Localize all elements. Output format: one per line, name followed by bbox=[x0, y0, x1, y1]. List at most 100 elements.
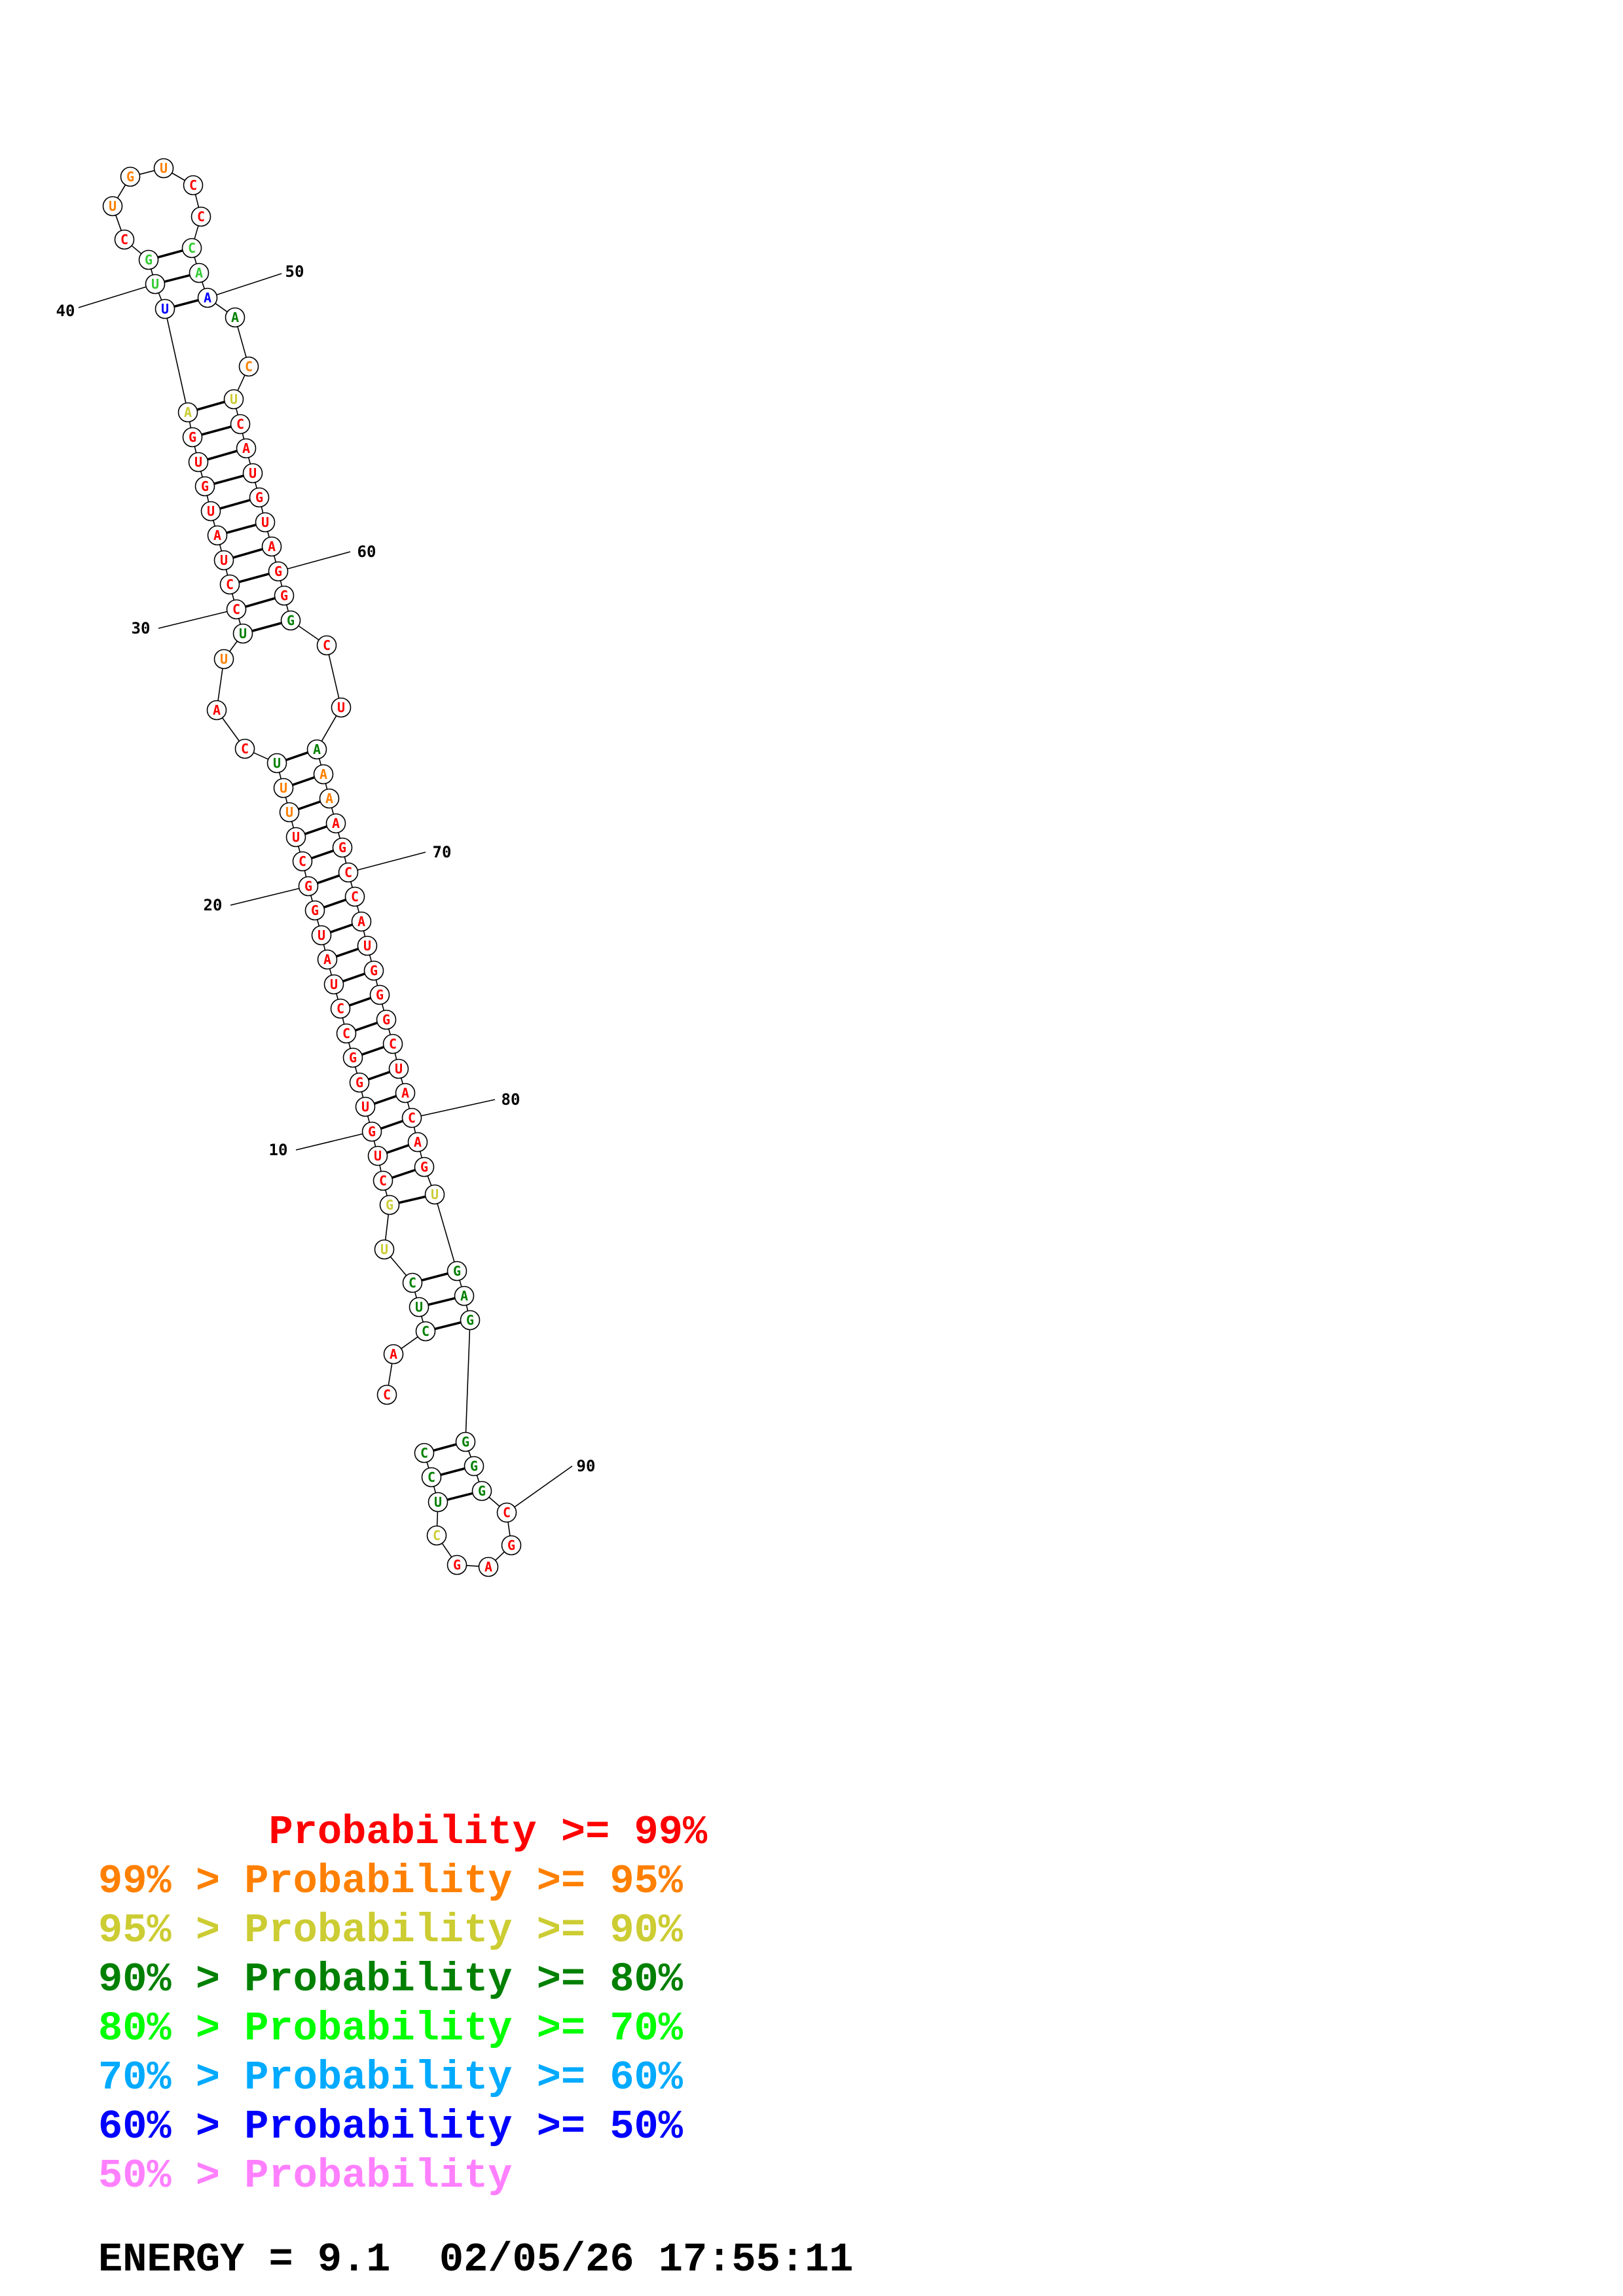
nucleotide-circle bbox=[374, 1239, 395, 1260]
nucleotide-circle bbox=[336, 1023, 357, 1044]
nucleotide-circle bbox=[213, 550, 234, 571]
backbone-link bbox=[201, 281, 206, 289]
timestamp: 02/05/26 17:55:11 bbox=[439, 2236, 854, 2283]
backbone-link bbox=[421, 1316, 424, 1323]
nucleotide: G bbox=[268, 561, 289, 582]
base-pair-bond bbox=[330, 924, 353, 933]
nucleotide-circle bbox=[464, 1456, 484, 1477]
base-pair-bond bbox=[447, 1492, 473, 1501]
nucleotide-base: C bbox=[245, 359, 253, 374]
nucleotide: G bbox=[182, 427, 203, 448]
nucleotide-circle bbox=[225, 307, 246, 328]
nucleotide: A bbox=[236, 438, 257, 459]
backbone-link bbox=[242, 433, 245, 440]
nucleotide: C bbox=[191, 206, 211, 227]
energy-footer: ENERGY = 9.1 02/05/26 17:55:11 bbox=[98, 2235, 853, 2284]
nucleotide: A bbox=[454, 1285, 475, 1306]
nucleotide-base: A bbox=[325, 791, 333, 806]
nucleotide-base: U bbox=[220, 651, 228, 667]
nucleotide-circle bbox=[255, 512, 276, 533]
nucleotide-circle bbox=[325, 813, 346, 834]
nucleotide-circle bbox=[402, 1272, 423, 1293]
nucleotide-circle bbox=[206, 700, 227, 721]
nucleotide: U bbox=[357, 935, 378, 956]
nucleotide-base: C bbox=[408, 1110, 416, 1126]
base-pair-bond bbox=[201, 425, 232, 436]
nucleotide-circle bbox=[273, 778, 294, 798]
backbone-link bbox=[338, 832, 340, 839]
nucleotide: C bbox=[338, 862, 359, 883]
nucleotide-base: C bbox=[344, 865, 352, 880]
nucleotide: C bbox=[292, 851, 313, 872]
nucleotide: C bbox=[226, 599, 247, 620]
nucleotide-base: A bbox=[313, 742, 321, 757]
nucleotide: A bbox=[206, 700, 227, 721]
nucleotide-base: C bbox=[337, 1001, 344, 1016]
legend-label: Probability >= 70% bbox=[244, 2005, 683, 2052]
nucleotide: C bbox=[426, 1525, 447, 1546]
nucleotide-base: G bbox=[453, 1557, 461, 1573]
nucleotide: C bbox=[181, 238, 202, 259]
nucleotide-circle bbox=[501, 1535, 522, 1556]
backbone-link bbox=[221, 717, 240, 742]
nucleotide-circle bbox=[428, 1492, 448, 1513]
backbone-link bbox=[369, 954, 373, 962]
nucleotide-base: G bbox=[287, 613, 295, 628]
nucleotide-circle bbox=[183, 175, 204, 196]
backbone-link bbox=[459, 1280, 462, 1287]
nucleotide-base: G bbox=[304, 878, 312, 894]
legend-row: 90% > Probability >= 80% bbox=[98, 1955, 707, 2004]
backbone-link bbox=[495, 1551, 505, 1561]
nucleotide-base: A bbox=[319, 766, 327, 782]
base-pair-bond bbox=[285, 751, 308, 761]
nucleotide-circle bbox=[342, 1047, 363, 1068]
nucleotide: C bbox=[373, 1170, 393, 1191]
base-pair-bond bbox=[428, 1297, 456, 1306]
nucleotide-base: G bbox=[274, 564, 282, 579]
backbone-link bbox=[310, 895, 313, 902]
nucleotide-circle bbox=[409, 1297, 429, 1318]
backbone-link bbox=[217, 668, 223, 701]
position-label: 20 bbox=[204, 896, 223, 914]
nucleotide: C bbox=[230, 414, 251, 435]
backbone-link bbox=[237, 326, 247, 358]
nucleotide: U bbox=[213, 550, 234, 571]
nucleotide-base: A bbox=[390, 1346, 397, 1362]
nucleotide-base: C bbox=[232, 601, 240, 617]
backbone-link bbox=[273, 555, 277, 563]
nucleotide-circle bbox=[311, 925, 332, 946]
backbone-link bbox=[336, 993, 338, 1000]
backbone-link bbox=[348, 1042, 351, 1049]
nucleotide: U bbox=[424, 1184, 445, 1205]
nucleotide-circle bbox=[355, 1096, 376, 1117]
nucleotide-base: U bbox=[415, 1299, 423, 1315]
backbone-link bbox=[375, 979, 378, 986]
backbone-link bbox=[194, 194, 200, 208]
nucleotide-base: C bbox=[197, 209, 205, 224]
base-pair-bond bbox=[226, 524, 257, 534]
nucleotide-circle bbox=[194, 476, 215, 497]
nucleotide: C bbox=[415, 1321, 436, 1342]
nucleotide: G bbox=[349, 1072, 370, 1093]
nucleotide: U bbox=[188, 452, 209, 473]
nucleotide-circle bbox=[188, 452, 209, 473]
nucleotide-circle bbox=[373, 1170, 393, 1191]
nucleotide: C bbox=[376, 1384, 397, 1405]
base-pair-bond bbox=[342, 973, 365, 982]
energy-label: ENERGY = 9.1 bbox=[98, 2236, 391, 2283]
nucleotide-base: G bbox=[376, 987, 384, 1003]
nucleotide-base: C bbox=[389, 1036, 397, 1052]
backbone-link bbox=[291, 821, 295, 829]
nucleotide-base: G bbox=[462, 1434, 469, 1450]
backbone-link bbox=[194, 257, 197, 264]
legend-label: Probability >= 80% bbox=[244, 1956, 683, 2003]
nucleotide-circle bbox=[426, 1525, 447, 1546]
nucleotide: C bbox=[344, 886, 365, 907]
nucleotide: C bbox=[330, 998, 351, 1019]
nucleotide-circle bbox=[280, 610, 301, 631]
nucleotide-circle bbox=[153, 158, 174, 179]
nucleotide: A bbox=[177, 402, 198, 423]
nucleotide-circle bbox=[114, 229, 135, 250]
backbone-link bbox=[219, 544, 223, 552]
nucleotide-base: A bbox=[323, 952, 331, 967]
